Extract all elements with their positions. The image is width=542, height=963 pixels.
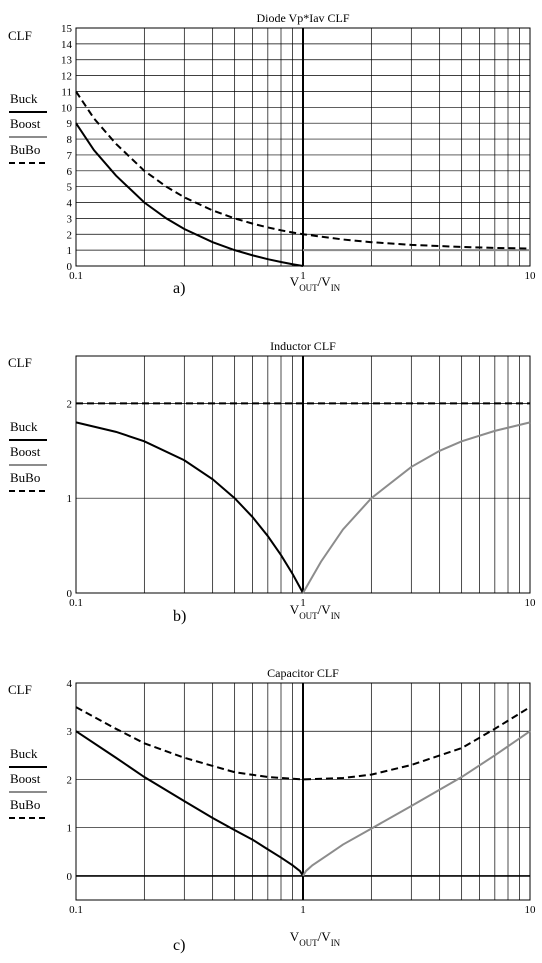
y-tick-label: 0 (67, 871, 73, 883)
y-tick-label: 14 (61, 39, 73, 51)
legend-label: Buck (10, 746, 38, 761)
x-axis-label-part: /V (318, 929, 332, 944)
x-axis-label-part: V (290, 274, 300, 289)
x-tick-label: 0.1 (69, 904, 83, 916)
x-tick-label: 0.1 (69, 597, 83, 609)
legend-label: Boost (10, 771, 41, 786)
x-tick-label: 1 (300, 597, 306, 609)
y-tick-label: 2 (67, 229, 73, 241)
x-axis-label-part: IN (331, 611, 341, 621)
series-line-bubo (75, 706, 531, 781)
y-tick-label: 4 (67, 198, 73, 210)
chart-title: Inductor CLF (270, 339, 336, 353)
legend-label: Buck (10, 91, 38, 106)
y-tick-label: 3 (67, 213, 73, 225)
x-tick-label: 10 (525, 270, 537, 282)
x-tick-label: 10 (525, 597, 537, 609)
y-tick-label: 10 (61, 102, 73, 114)
legend-label: Boost (10, 116, 41, 131)
x-axis-label-part: /V (318, 602, 332, 617)
series-line-boost (302, 730, 531, 877)
x-tick-label: 1 (300, 904, 306, 916)
y-tick-label: 3 (67, 726, 73, 738)
panel-label: c) (173, 937, 185, 954)
x-axis-label-part: /V (318, 274, 332, 289)
y-tick-label: 0 (67, 261, 73, 273)
x-axis-label-part: OUT (299, 938, 318, 948)
chart-title: Diode Vp*Iav CLF (256, 11, 349, 25)
legend-label: BuBo (10, 470, 40, 485)
chart-panel-2: 0 1 2 0.1 1 10 Inductor CLF CLF Buck Boost BuBo b) V… (8, 339, 536, 625)
series-line-buck (75, 421, 304, 594)
series-line-boost (302, 421, 531, 594)
series-line-bubo (75, 90, 531, 250)
y-tick-label: 9 (67, 118, 73, 130)
y-tick-label: 11 (61, 86, 72, 98)
x-tick-label: 1 (300, 270, 306, 282)
x-tick-label: 0.1 (69, 270, 83, 282)
y-tick-label: 6 (67, 166, 73, 178)
series-line-buck (75, 730, 304, 877)
y-axis-label: CLF (8, 682, 32, 697)
y-tick-label: 5 (67, 182, 73, 194)
y-tick-label: 1 (67, 245, 73, 257)
y-tick-label: 15 (61, 23, 73, 35)
y-tick-label: 2 (67, 398, 73, 410)
y-tick-label: 1 (67, 823, 73, 835)
x-tick-label: 10 (525, 904, 537, 916)
chart-panel-3: 0 1 2 3 4 0.1 1 10 Capacitor CLF CLF Buck Boost BuBo… (8, 666, 536, 954)
x-axis-label-part: IN (331, 938, 341, 948)
y-tick-label: 13 (61, 55, 73, 67)
y-tick-label: 4 (67, 678, 73, 690)
y-tick-label: 1 (67, 493, 73, 505)
legend-label: BuBo (10, 797, 40, 812)
x-axis-label: VOUT/VIN (290, 274, 341, 293)
y-axis-label: CLF (8, 355, 32, 370)
panel-label: a) (173, 280, 185, 297)
y-tick-label: 8 (67, 134, 73, 146)
x-axis-label-part: V (290, 602, 300, 617)
x-axis-label-part: OUT (299, 283, 318, 293)
y-tick-label: 2 (67, 774, 73, 786)
x-axis-label-part: IN (331, 283, 341, 293)
legend-label: BuBo (10, 142, 40, 157)
series-line-buck (75, 122, 304, 267)
y-axis-label: CLF (8, 28, 32, 43)
y-tick-label: 12 (61, 71, 72, 83)
y-tick-label: 7 (67, 150, 73, 162)
y-tick-label: 0 (67, 588, 73, 600)
chart-title: Capacitor CLF (267, 666, 339, 680)
panel-label: b) (173, 608, 186, 625)
plot-frame (75, 682, 531, 901)
x-axis-label-part: V (290, 929, 300, 944)
x-axis-label: VOUT/VIN (290, 929, 341, 948)
legend-label: Buck (10, 419, 38, 434)
legend-label: Boost (10, 444, 41, 459)
x-axis-label: VOUT/VIN (290, 602, 341, 621)
x-axis-label-part: OUT (299, 611, 318, 621)
